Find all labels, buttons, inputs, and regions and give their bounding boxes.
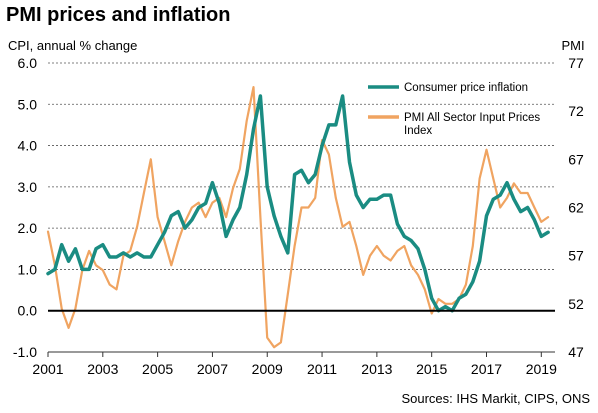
y-left-tick-label: 2.0 [18,220,38,236]
y-right-tick-label: 57 [568,248,584,264]
x-tick-label: 2017 [471,361,502,377]
x-tick-label: 2007 [197,361,228,377]
y-left-tick-label: 5.0 [18,96,38,112]
x-tick-label: 2013 [361,361,392,377]
y-right-tick-label: 52 [568,296,584,312]
y-left-tick-label: 4.0 [18,138,38,154]
legend-label-pmi: PMI All Sector Input Prices Index [404,112,540,137]
source-note: Sources: IHS Markit, CIPS, ONS [401,391,590,406]
x-tick-label: 2005 [142,361,173,377]
series-line-cpi [46,94,550,313]
x-tick-label: 2015 [416,361,447,377]
x-tick-label: 2001 [32,361,63,377]
y-right-tick-label: 72 [568,103,584,119]
tick-layer: 6.0 5.0 4.0 3.0 2.0 1.0 0.0 -1.0 77 72 67 62 57 52 47 2… [13,55,584,377]
y-right-tick-label: 47 [568,344,584,360]
y-left-tick-label: 3.0 [18,179,38,195]
x-tick-label: 2011 [307,361,337,377]
y-left-tick-label: 1.0 [18,261,38,277]
legend: Consumer price inflation PMI All Sector … [368,82,540,137]
x-tick-label: 2019 [526,361,557,377]
right-axis-label: PMI [561,38,584,53]
chart-title: PMI prices and inflation [6,4,231,26]
series-layer [46,86,555,349]
y-left-tick-label: 6.0 [18,55,38,71]
left-axis-label: CPI, annual % change [8,38,137,53]
y-left-tick-label: -1.0 [13,344,37,360]
y-right-tick-label: 67 [568,151,584,167]
x-tick-label: 2009 [252,361,283,377]
y-right-tick-label: 77 [568,55,584,71]
x-tick-label: 2003 [87,361,118,377]
y-right-tick-label: 62 [568,200,584,216]
legend-label-cpi: Consumer price inflation [404,82,528,94]
series-line-pmi [46,86,550,349]
y-left-tick-label: 0.0 [18,303,38,319]
